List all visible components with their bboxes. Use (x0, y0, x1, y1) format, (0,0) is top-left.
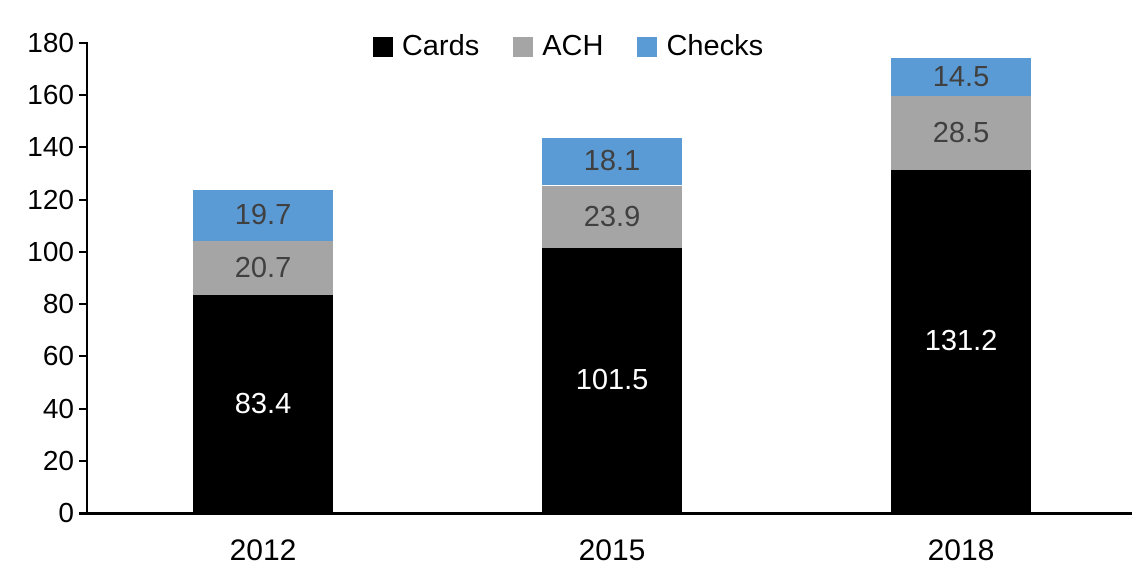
legend-label: ACH (542, 30, 604, 62)
x-axis-category-label: 2012 (229, 534, 297, 567)
chart-legend: Cards ACH Checks (0, 30, 1136, 63)
bar-value-label: 101.5 (575, 364, 649, 396)
y-axis-tick-label: 20 (42, 445, 74, 476)
legend-item-ach: ACH (513, 30, 603, 63)
y-axis-tick-mark (79, 460, 88, 462)
bar-segment-ach-2018: 28.5 (891, 96, 1031, 170)
y-axis-tick-mark (79, 251, 88, 253)
y-axis-tick-mark (79, 94, 88, 96)
y-axis-tick-mark (79, 303, 88, 305)
bar-segment-cards-2018: 131.2 (891, 170, 1031, 513)
bar-value-label: 23.9 (583, 200, 641, 233)
bar-value-label: 18.1 (583, 145, 641, 177)
y-axis-tick-label: 100 (27, 236, 74, 267)
bar-segment-checks-2015: 18.1 (542, 138, 682, 185)
y-axis-tick-mark (79, 408, 88, 410)
x-axis-category-label: 2018 (927, 534, 995, 567)
y-axis-line (86, 43, 88, 515)
y-axis-tick-label: 0 (58, 497, 74, 528)
bar-segment-ach-2012: 20.7 (193, 241, 333, 295)
y-axis-tick-label: 80 (42, 288, 74, 319)
bar-value-label: 83.4 (234, 387, 292, 420)
y-axis-tick-label: 40 (42, 393, 74, 424)
y-axis-tick-mark (79, 146, 88, 148)
legend-swatch-ach-icon (513, 36, 534, 57)
legend-item-checks: Checks (637, 30, 763, 63)
bar-segment-cards-2015: 101.5 (542, 248, 682, 513)
y-axis-tick-mark (79, 199, 88, 201)
y-axis-tick-label: 180 (27, 27, 74, 58)
bar-value-label: 28.5 (932, 116, 990, 149)
bar-value-label: 20.7 (234, 251, 292, 284)
y-axis-tick-label: 60 (42, 340, 74, 371)
bar-segment-cards-2012: 83.4 (193, 295, 333, 513)
legend-swatch-cards-icon (372, 36, 393, 57)
bar-value-label: 14.5 (932, 60, 990, 93)
bar-segment-checks-2012: 19.7 (193, 190, 333, 241)
legend-item-cards: Cards (372, 30, 480, 63)
y-axis-tick-label: 160 (27, 79, 74, 110)
legend-label: Checks (666, 30, 764, 62)
y-axis-tick-mark (79, 42, 88, 44)
x-axis-category-label: 2015 (578, 534, 646, 567)
bar-segment-checks-2018: 14.5 (891, 58, 1031, 96)
legend-swatch-checks-icon (637, 36, 658, 57)
legend-label: Cards (401, 30, 480, 62)
bar-segment-ach-2015: 23.9 (542, 186, 682, 248)
y-axis-tick-mark (79, 355, 88, 357)
y-axis-tick-label: 120 (27, 184, 74, 215)
bar-value-label: 131.2 (924, 325, 998, 357)
bar-value-label: 19.7 (234, 199, 292, 231)
y-axis-tick-label: 140 (27, 131, 74, 162)
x-axis-line (79, 512, 1132, 515)
